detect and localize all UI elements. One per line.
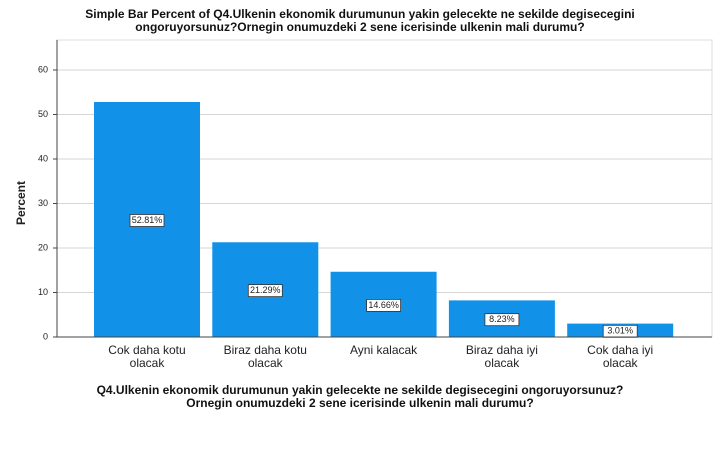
title-line: ongoruyorsunuz?Ornegin onumuzdeki 2 sene… [135,20,585,34]
y-tick-label: 40 [38,153,48,163]
x-tick-label: Cok daha iyi olacak [587,343,654,370]
x-axis-label: Q4.Ulkenin ekonomik durumunun yakin gele… [0,384,720,410]
x-label-line: Q4.Ulkenin ekonomik durumunun yakin gele… [96,383,624,397]
y-tick-label: 30 [38,198,48,208]
x-label-line: Ornegin onumuzdeki 2 sene icerisinde ulk… [186,396,534,410]
x-tick-label: Biraz daha kotu olacak [223,343,307,370]
value-label: 14.66% [368,300,399,310]
x-tick-label: Ayni kalacak [350,343,418,357]
value-label-box [129,214,165,227]
value-label: 8.23% [489,314,515,324]
y-tick-label: 20 [38,242,48,252]
value-label: 21.29% [250,285,281,295]
chart-title: Simple Bar Percent of Q4.Ulkenin ekonomi… [0,8,720,34]
title-line: Simple Bar Percent of Q4.Ulkenin ekonomi… [85,7,635,21]
value-label: 3.01% [607,326,633,336]
value-label: 52.81% [132,215,163,225]
value-label-box [247,284,283,298]
x-tick-label: Cok daha kotu olacak [108,343,186,370]
y-tick-label: 0 [43,331,48,341]
y-tick-label: 10 [38,287,48,297]
value-label-box [484,313,520,327]
y-axis-label: Percent [14,181,28,225]
y-tick-label: 50 [38,109,48,119]
y-tick-label: 60 [38,64,48,74]
x-tick-label: Biraz daha iyi olacak [465,343,538,370]
value-label-box [366,298,402,312]
